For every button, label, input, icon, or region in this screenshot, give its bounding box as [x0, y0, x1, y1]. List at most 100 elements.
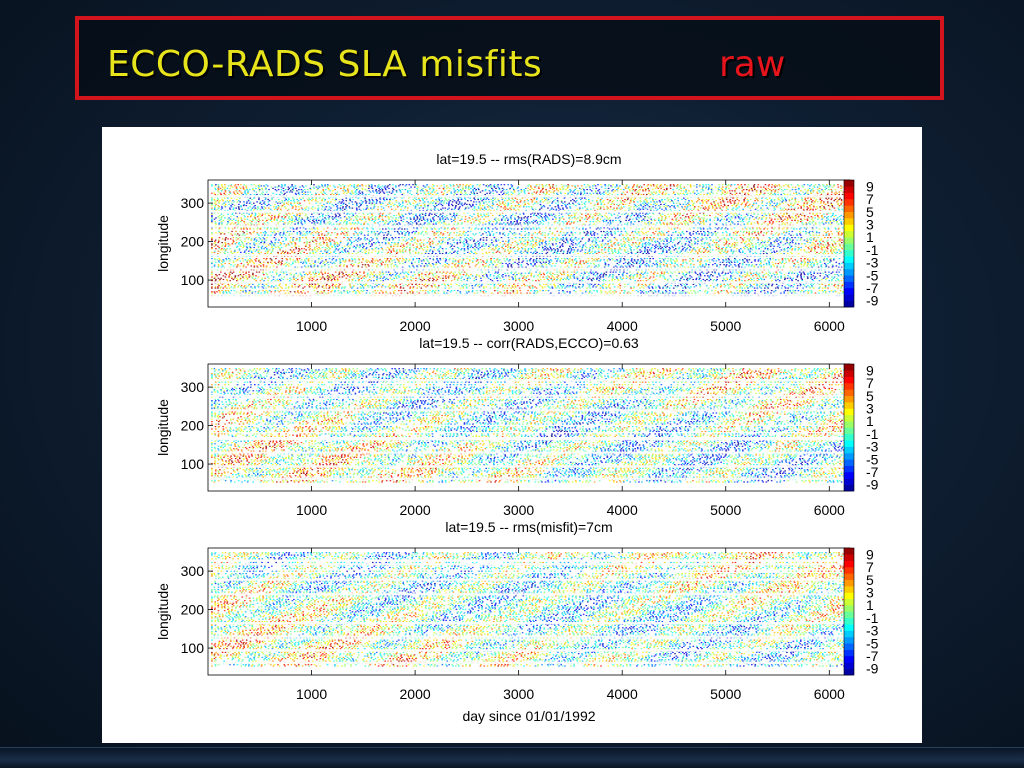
data-cell [283, 264, 285, 265]
data-cell [328, 264, 330, 265]
data-cell [531, 273, 533, 274]
data-cell [445, 288, 447, 289]
data-cell [320, 276, 322, 277]
data-cell [341, 293, 343, 294]
data-cell [646, 280, 648, 281]
data-cell [293, 275, 295, 276]
data-cell [242, 290, 244, 291]
data-cell [699, 290, 701, 291]
data-cell [582, 280, 584, 281]
data-cell [630, 276, 632, 277]
data-cell [569, 252, 571, 253]
data-cell [640, 275, 642, 276]
data-cell [663, 264, 665, 265]
data-cell [546, 273, 548, 274]
data-cell [510, 273, 512, 274]
data-cell [505, 263, 507, 264]
data-cell [643, 280, 645, 281]
data-cell [218, 265, 220, 266]
data-cell [467, 279, 469, 280]
data-cell [585, 260, 587, 261]
data-cell [260, 265, 262, 266]
data-cell [400, 252, 402, 253]
data-cell [523, 252, 525, 253]
data-cell [587, 263, 589, 264]
data-cell [513, 291, 515, 292]
data-cell [630, 279, 632, 280]
data-cell [609, 274, 611, 275]
data-cell [768, 260, 770, 261]
data-cell [782, 285, 784, 286]
data-cell [561, 263, 563, 264]
data-cell [792, 290, 794, 291]
data-cell [498, 276, 500, 277]
data-cell [502, 263, 504, 264]
data-cell [709, 276, 711, 277]
data-cell [783, 291, 785, 292]
data-cell [762, 272, 764, 273]
data-cell [234, 276, 236, 277]
data-cell [597, 274, 599, 275]
data-cell [401, 293, 403, 294]
data-cell [685, 262, 687, 263]
data-cell [466, 258, 468, 259]
data-cell [357, 274, 359, 275]
data-cell [582, 286, 584, 287]
data-cell [836, 272, 838, 273]
data-cell [800, 291, 802, 292]
data-cell [620, 288, 622, 289]
data-cell [653, 274, 655, 275]
data-cell [406, 275, 408, 276]
data-cell [712, 272, 714, 273]
data-cell [528, 279, 530, 280]
data-cell [478, 275, 480, 276]
data-cell [277, 264, 279, 265]
data-cell [412, 288, 414, 289]
data-cell [218, 264, 220, 265]
data-cell [701, 272, 703, 273]
data-cell [546, 278, 548, 279]
data-cell [377, 275, 379, 276]
data-cell [428, 263, 430, 264]
data-cell [596, 253, 598, 254]
data-cell [540, 279, 542, 280]
data-cell [702, 265, 704, 266]
data-cell [466, 293, 468, 294]
data-cell [776, 273, 778, 274]
data-cell [563, 285, 565, 286]
data-cell [274, 262, 276, 263]
data-cell [435, 290, 437, 291]
data-cell [714, 263, 716, 264]
data-cell [219, 279, 221, 280]
data-cell [758, 274, 760, 275]
chart-panel-1: lat=19.5 -- rms(RADS)=8.9cm1000 2000 3000 4… [155, 151, 879, 334]
data-cell [527, 252, 529, 253]
data-cell [597, 285, 599, 286]
data-cell [544, 263, 546, 264]
data-cell [391, 279, 393, 280]
data-cell [329, 276, 331, 277]
data-cell [420, 279, 422, 280]
data-cell [293, 279, 295, 280]
data-cell [747, 272, 749, 273]
data-cell [670, 272, 672, 273]
data-cell [241, 275, 243, 276]
data-cell [277, 280, 279, 281]
data-cell [321, 258, 323, 259]
data-cell [235, 275, 237, 276]
data-cell [504, 288, 506, 289]
data-cell [252, 293, 254, 294]
data-cell [792, 262, 794, 263]
data-cell [562, 286, 564, 287]
data-cell [775, 263, 777, 264]
data-cell [483, 293, 485, 294]
data-cell [401, 260, 403, 261]
data-cell [362, 291, 364, 292]
data-cell [813, 280, 815, 281]
data-cell [568, 262, 570, 263]
data-cell [513, 274, 515, 275]
data-cell [667, 258, 669, 259]
data-cell [751, 262, 753, 263]
data-cell [415, 252, 417, 253]
data-cell [640, 280, 642, 281]
